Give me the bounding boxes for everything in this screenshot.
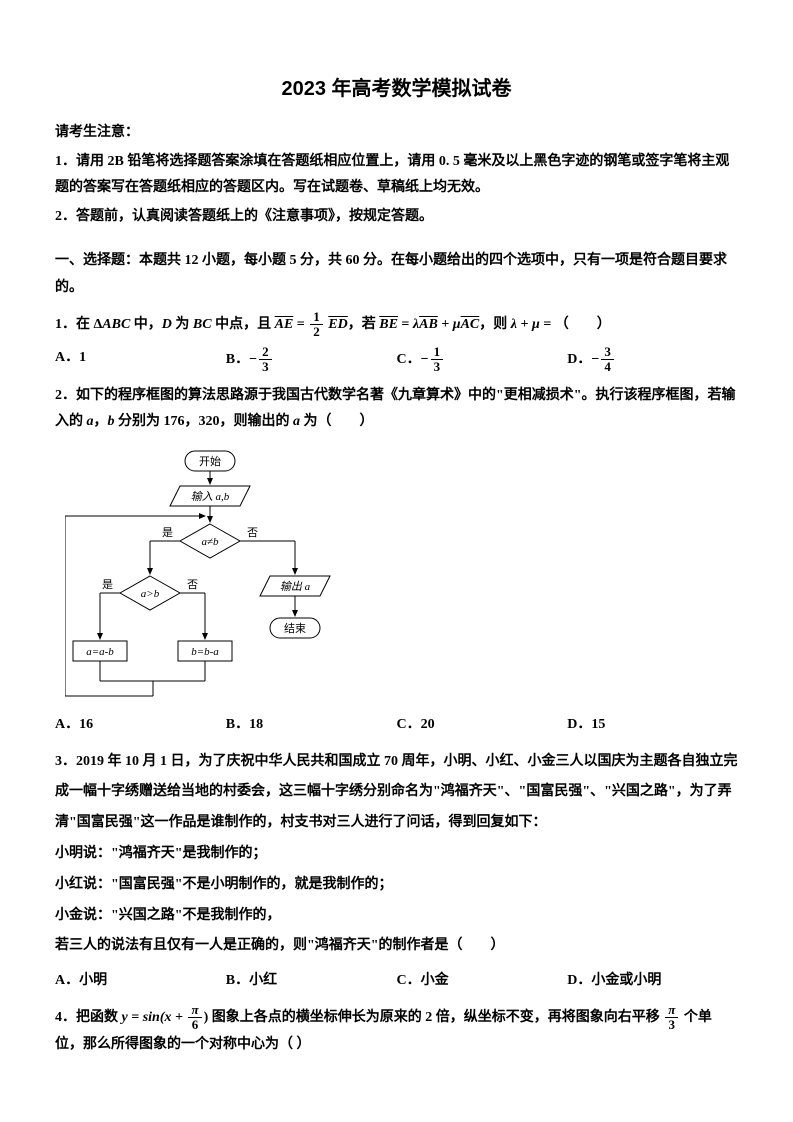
frac-den: 3 (431, 360, 444, 374)
frac-num: 3 (601, 345, 614, 360)
flowchart: 开始 输入 a,b a≠b 是 否 输出 a 结束 a>b 是 否 a=a-b (65, 446, 365, 706)
frac-num: 1 (310, 310, 323, 325)
q1-options: A．1 B．−23 C．−13 D．−34 (55, 345, 738, 375)
svg-text:开始: 开始 (199, 454, 221, 468)
frac-num: π (188, 1003, 201, 1018)
svg-text:是: 是 (162, 526, 173, 539)
frac-num: π (665, 1003, 678, 1018)
q4-y: y = sin( (122, 1010, 165, 1025)
opt-d: D．−34 (567, 345, 738, 375)
svg-text:a≠b: a≠b (201, 536, 219, 548)
q3-line2: 小红说："国富民强"不是小明制作的，就是我制作的； (55, 870, 738, 901)
q2-b: b (108, 414, 115, 429)
q2-a: a (87, 414, 94, 429)
svg-text:输出 a: 输出 a (280, 580, 311, 593)
svg-text:否: 否 (247, 527, 258, 539)
frac: 34 (601, 345, 614, 375)
q1-paren: （ ） (555, 317, 611, 332)
q1-ed: ED (328, 317, 347, 332)
q1-text: 为 (172, 317, 193, 332)
q1-half: 12 (310, 310, 323, 340)
svg-text:b=b-a: b=b-a (191, 646, 219, 658)
frac-den: 3 (665, 1018, 678, 1032)
svg-text:输入 a,b: 输入 a,b (191, 490, 230, 503)
opt-d: D．小金或小明 (567, 968, 738, 995)
q1-text: 1．在 Δ (55, 317, 102, 332)
opt-label: C． (397, 352, 421, 367)
q2-a2: a (293, 414, 300, 429)
q1-be: BE (379, 317, 398, 332)
svg-text:a>b: a>b (141, 588, 160, 600)
opt-c: C．小金 (397, 968, 568, 995)
q1-text: 中点，且 (212, 317, 275, 332)
q2-options: A．16 B．18 C．20 D．15 (55, 712, 738, 739)
q1-bc: BC (193, 317, 212, 332)
frac-den: 3 (259, 360, 272, 374)
q1-text: 中， (130, 317, 162, 332)
neg: − (249, 352, 257, 367)
frac-den: 6 (188, 1018, 201, 1032)
opt-c: C．20 (397, 712, 568, 739)
q4-text: 4．把函数 (55, 1010, 122, 1025)
notice-2: 2．答题前，认真阅读答题纸上的《注意事项》，按规定答题。 (55, 204, 738, 231)
frac-den: 2 (310, 325, 323, 339)
notice-1: 1．请用 2B 铅笔将选择题答案涂填在答题纸相应位置上，请用 0. 5 毫米及以… (55, 149, 738, 202)
opt-a: A．1 (55, 345, 226, 375)
neg: − (591, 352, 599, 367)
frac-num: 2 (259, 345, 272, 360)
opt-a: A．16 (55, 712, 226, 739)
opt-label: A． (55, 350, 79, 365)
svg-text:否: 否 (187, 579, 198, 591)
q1-d: D (162, 317, 172, 332)
opt-label: B． (226, 352, 249, 367)
svg-text:a=a-b: a=a-b (86, 646, 114, 658)
question-3: 3．2019 年 10 月 1 日，为了庆祝中华人民共和国成立 70 周年，小明… (55, 747, 738, 839)
opt-val: 1 (79, 350, 86, 365)
q2-text: 为（ ） (300, 414, 374, 429)
frac-den: 4 (601, 360, 614, 374)
frac-pi3: π3 (665, 1003, 678, 1033)
opt-b: B．18 (226, 712, 397, 739)
opt-b: B．小红 (226, 968, 397, 995)
frac: 13 (431, 345, 444, 375)
q3-options: A．小明 B．小红 C．小金 D．小金或小明 (55, 968, 738, 995)
opt-d: D．15 (567, 712, 738, 739)
q1-text: ，若 (348, 317, 380, 332)
opt-c: C．−13 (397, 345, 568, 375)
question-2: 2．如下的程序框图的算法思路源于我国古代数学名著《九章算术》中的"更相减损术"。… (55, 383, 738, 436)
q1-mu: μ (453, 317, 461, 332)
question-1: 1．在 ΔABC 中，D 为 BC 中点，且 AE = 12 ED，若 BE =… (55, 310, 738, 340)
frac: 23 (259, 345, 272, 375)
opt-label: D． (567, 352, 591, 367)
q3-line4: 若三人的说法有且仅有一人是正确的，则"鸿福齐天"的制作者是（ ） (55, 931, 738, 962)
page-title: 2023 年高考数学模拟试卷 (55, 70, 738, 108)
q1-ae: AE (275, 317, 294, 332)
question-4: 4．把函数 y = sin(x + π6) 图象上各点的横坐标伸长为原来的 2 … (55, 1003, 738, 1059)
frac-num: 1 (431, 345, 444, 360)
opt-a: A．小明 (55, 968, 226, 995)
q3-line1: 小明说："鸿福齐天"是我制作的； (55, 839, 738, 870)
q2-text: ， (94, 414, 108, 429)
q1-text: ，则 (479, 317, 511, 332)
svg-text:结束: 结束 (284, 622, 306, 635)
q1-lm: λ + μ = (511, 317, 551, 332)
q1-ab: AB (419, 317, 438, 332)
neg: − (421, 352, 429, 367)
frac-pi6: π6 (188, 1003, 201, 1033)
q3-line3: 小金说："兴国之路"不是我制作的， (55, 901, 738, 932)
opt-b: B．−23 (226, 345, 397, 375)
q1-ac: AC (461, 317, 480, 332)
svg-text:是: 是 (102, 578, 113, 591)
q4-text: 图象上各点的横坐标伸长为原来的 2 倍，纵坐标不变，再将图象向右平移 (208, 1010, 663, 1025)
q2-text: 分别为 176，320，则输出的 (115, 414, 294, 429)
section-1-header: 一、选择题：本题共 12 小题，每小题 5 分，共 60 分。在每小题给出的四个… (55, 248, 738, 301)
flowchart-svg: 开始 输入 a,b a≠b 是 否 输出 a 结束 a>b 是 否 a=a-b (65, 446, 365, 706)
q4-x: x + (164, 1010, 182, 1025)
notice-header: 请考生注意： (55, 120, 738, 147)
q1-abc: ABC (102, 317, 130, 332)
